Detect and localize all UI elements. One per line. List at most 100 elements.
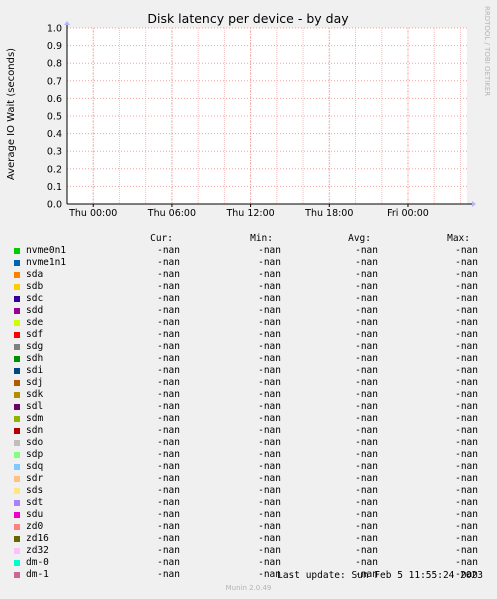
legend-label: sdg	[26, 341, 44, 352]
legend-row-sdf: sdf -nan -nan -nan -nan	[0, 329, 497, 341]
legend-value-cur: -nan	[157, 281, 180, 292]
y-tick-label: 0.0	[47, 200, 62, 211]
legend-label: sdk	[26, 389, 44, 400]
legend-value-cur: -nan	[157, 497, 180, 508]
munin-version: Munin 2.0.49	[225, 584, 272, 592]
legend-value-avg: -nan	[355, 437, 378, 448]
legend-rows: nvme0n1 -nan -nan -nan -nan nvme1n1 -nan -nan -n…	[0, 245, 497, 581]
legend-value-avg: -nan	[355, 461, 378, 472]
legend-label: sdi	[26, 365, 44, 376]
legend-value-min: -nan	[258, 521, 281, 532]
legend-label: sdh	[26, 353, 44, 364]
legend-label: sdr	[26, 473, 44, 484]
legend-value-cur: -nan	[157, 329, 180, 340]
y-tick-label: 0.3	[47, 147, 62, 158]
legend-row-sdh: sdh -nan -nan -nan -nan	[0, 353, 497, 365]
legend-label: dm-0	[26, 557, 49, 568]
legend-value-avg: -nan	[355, 497, 378, 508]
legend-swatch	[14, 392, 20, 398]
legend-value-min: -nan	[258, 377, 281, 388]
legend-value-min: -nan	[258, 389, 281, 400]
legend-value-min: -nan	[258, 497, 281, 508]
legend-header-max: Max:	[447, 233, 470, 244]
legend-swatch	[14, 476, 20, 482]
legend-swatch	[14, 380, 20, 386]
legend-value-max: -nan	[455, 437, 478, 448]
legend-value-avg: -nan	[355, 317, 378, 328]
legend-value-cur: -nan	[157, 437, 180, 448]
legend-value-max: -nan	[455, 521, 478, 532]
legend-value-min: -nan	[258, 353, 281, 364]
legend-value-min: -nan	[258, 545, 281, 556]
legend-value-avg: -nan	[355, 389, 378, 400]
y-tick-labels: 0.0 0.1 0.2 0.3 0.4 0.5 0.6 0.7 0.8 0.9 1.0	[47, 24, 62, 211]
legend-header-min: Min:	[250, 233, 273, 244]
legend-value-cur: -nan	[157, 317, 180, 328]
legend-value-cur: -nan	[157, 341, 180, 352]
legend-swatch	[14, 260, 20, 266]
legend-label: zd16	[26, 533, 49, 544]
legend-value-min: -nan	[258, 413, 281, 424]
legend-swatch	[14, 560, 20, 566]
chart-title: Disk latency per device - by day	[147, 11, 349, 26]
legend-header-avg: Avg:	[348, 233, 371, 244]
chart: 0.0 0.1 0.2 0.3 0.4 0.5 0.6 0.7 0.8 0.9 1.0 Thu 00…	[6, 6, 491, 219]
x-tick-label: Thu 00:00	[68, 208, 117, 219]
legend-row-sdt: sdt -nan -nan -nan -nan	[0, 497, 497, 509]
legend-label: dm-1	[26, 569, 49, 580]
legend-row-sdr: sdr -nan -nan -nan -nan	[0, 473, 497, 485]
legend-value-avg: -nan	[355, 401, 378, 412]
legend-swatch	[14, 572, 20, 578]
legend-value-min: -nan	[258, 533, 281, 544]
legend-label: sdq	[26, 461, 44, 472]
legend-label: sdc	[26, 293, 44, 304]
legend-value-max: -nan	[455, 425, 478, 436]
legend-value-avg: -nan	[355, 509, 378, 520]
legend-swatch	[14, 500, 20, 506]
y-tick-label: 0.4	[47, 129, 62, 140]
legend-value-avg: -nan	[355, 545, 378, 556]
x-axis-arrow	[472, 201, 476, 207]
legend-swatch	[14, 368, 20, 374]
legend-value-min: -nan	[258, 341, 281, 352]
legend-swatch	[14, 524, 20, 530]
legend-swatch	[14, 308, 20, 314]
legend-value-avg: -nan	[355, 329, 378, 340]
legend-value-avg: -nan	[355, 485, 378, 496]
legend-value-max: -nan	[455, 461, 478, 472]
legend-value-avg: -nan	[355, 293, 378, 304]
x-tick-label: Thu 12:00	[225, 208, 274, 219]
legend-row-sdu: sdu -nan -nan -nan -nan	[0, 509, 497, 521]
legend-row-sdq: sdq -nan -nan -nan -nan	[0, 461, 497, 473]
legend-value-cur: -nan	[157, 365, 180, 376]
legend-value-avg: -nan	[355, 257, 378, 268]
legend-header: Cur: Min: Avg: Max:	[0, 233, 497, 245]
legend-row-dm-0: dm-0 -nan -nan -nan -nan	[0, 557, 497, 569]
legend-row-sdc: sdc -nan -nan -nan -nan	[0, 293, 497, 305]
legend-value-min: -nan	[258, 557, 281, 568]
legend-value-min: -nan	[258, 305, 281, 316]
legend-value-cur: -nan	[157, 545, 180, 556]
legend-value-cur: -nan	[157, 473, 180, 484]
y-tick-label: 0.1	[47, 182, 62, 193]
last-update: Last update: Sun Feb 5 11:55:24 2023	[277, 570, 483, 581]
legend-value-max: -nan	[455, 509, 478, 520]
legend-value-max: -nan	[455, 257, 478, 268]
legend-row-sdn: sdn -nan -nan -nan -nan	[0, 425, 497, 437]
legend-value-min: -nan	[258, 317, 281, 328]
legend: Cur: Min: Avg: Max: nvme0n1 -nan -nan -nan -…	[0, 233, 497, 581]
legend-value-avg: -nan	[355, 353, 378, 364]
legend-value-avg: -nan	[355, 341, 378, 352]
legend-value-max: -nan	[455, 449, 478, 460]
legend-label: zd0	[26, 521, 44, 532]
legend-value-max: -nan	[455, 365, 478, 376]
legend-value-max: -nan	[455, 497, 478, 508]
legend-value-min: -nan	[258, 449, 281, 460]
legend-label: sde	[26, 317, 44, 328]
legend-value-cur: -nan	[157, 425, 180, 436]
legend-swatch	[14, 428, 20, 434]
legend-row-sdo: sdo -nan -nan -nan -nan	[0, 437, 497, 449]
legend-value-avg: -nan	[355, 377, 378, 388]
legend-label: nvme1n1	[26, 257, 67, 268]
legend-value-cur: -nan	[157, 485, 180, 496]
